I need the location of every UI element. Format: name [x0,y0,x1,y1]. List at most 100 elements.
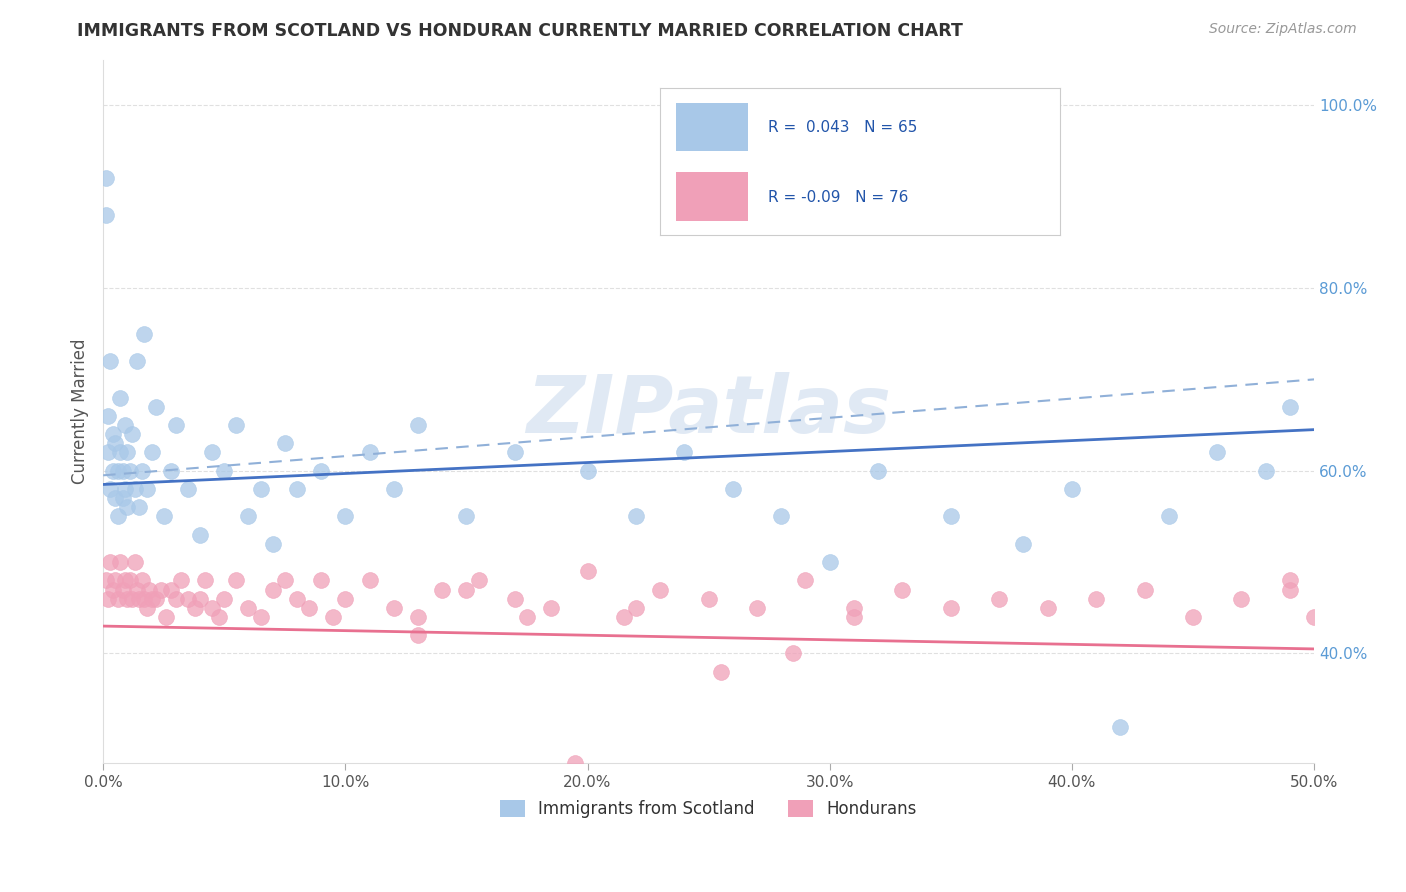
Point [104,436,127,450]
Point [131,464,153,478]
Point [124,555,146,569]
Point [576,464,599,478]
Point [188,591,211,606]
Text: ZIPatlas: ZIPatlas [526,372,891,450]
Point [101,427,124,442]
Point [238,600,260,615]
Point [107,509,129,524]
Point [274,436,297,450]
Point [100,482,122,496]
Point [184,600,207,615]
Point [624,600,647,615]
Point [456,582,478,597]
Point [335,591,357,606]
Point [613,610,636,624]
Point [150,582,173,597]
Point [249,610,271,624]
Point [298,600,321,615]
Point [503,445,526,459]
Point [117,591,139,606]
Point [97,591,120,606]
Point [145,400,167,414]
Point [212,464,235,478]
Point [141,591,163,606]
Point [201,600,224,615]
Point [721,482,744,496]
Point [382,482,405,496]
Point [842,610,865,624]
Point [208,610,231,624]
Point [794,574,817,588]
Point [1278,582,1301,597]
Point [225,418,247,433]
Point [503,591,526,606]
Point [169,574,191,588]
Point [818,555,841,569]
Point [111,491,134,505]
Point [406,418,429,433]
Point [194,574,217,588]
Point [1157,509,1180,524]
Point [188,527,211,541]
Point [249,482,271,496]
Point [128,500,150,515]
Point [467,574,489,588]
Point [108,391,131,405]
Point [382,600,405,615]
Point [121,591,143,606]
Point [201,445,224,459]
Point [516,610,538,624]
Point [155,610,177,624]
Point [125,354,148,368]
Point [160,582,183,597]
Point [1085,591,1108,606]
Point [673,445,696,459]
Point [118,464,141,478]
Point [177,591,200,606]
Point [1278,400,1301,414]
Point [285,482,308,496]
Point [94,171,117,186]
Point [165,591,187,606]
Point [138,582,160,597]
Point [322,610,344,624]
Point [274,574,297,588]
Legend: Immigrants from Scotland, Hondurans: Immigrants from Scotland, Hondurans [494,794,924,825]
Point [165,418,187,433]
Point [97,409,120,423]
Point [104,491,127,505]
Point [1303,610,1326,624]
Point [939,600,962,615]
Point [114,418,136,433]
Point [94,574,117,588]
Point [745,600,768,615]
Point [309,464,332,478]
Point [128,591,150,606]
Point [988,591,1011,606]
Point [118,574,141,588]
Point [1109,720,1132,734]
Point [406,610,429,624]
Point [456,509,478,524]
Point [117,445,139,459]
Point [576,564,599,578]
Point [1230,591,1253,606]
Point [1133,582,1156,597]
Point [359,574,381,588]
Point [111,582,134,597]
Point [406,628,429,642]
Point [108,555,131,569]
Point [124,482,146,496]
Point [1012,537,1035,551]
Point [100,354,122,368]
Point [285,591,308,606]
Point [101,582,124,597]
Point [770,509,793,524]
Point [1254,464,1277,478]
Point [134,326,156,341]
Point [101,464,124,478]
Point [141,445,163,459]
Point [335,509,357,524]
Point [177,482,200,496]
Point [125,582,148,597]
